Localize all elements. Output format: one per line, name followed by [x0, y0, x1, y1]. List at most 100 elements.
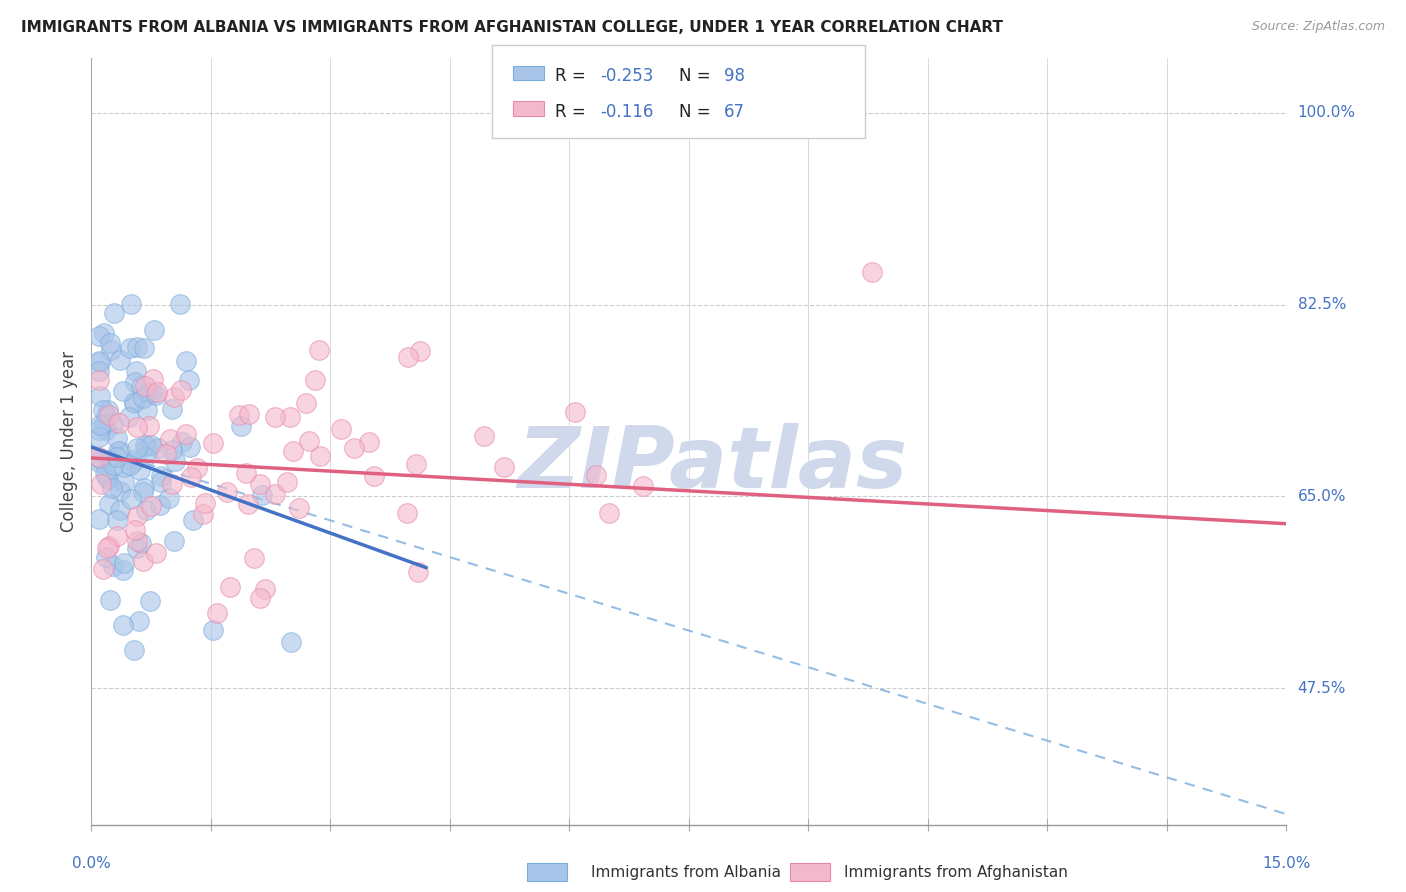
Point — [159, 432, 181, 446]
Point — [97, 472, 120, 486]
Point — [124, 451, 146, 466]
Point — [177, 373, 200, 387]
Point — [243, 551, 266, 566]
Point — [107, 444, 129, 458]
Point — [585, 468, 607, 483]
Point — [174, 427, 197, 442]
Point — [89, 354, 111, 368]
Point — [100, 343, 122, 357]
Point — [141, 437, 163, 451]
Point — [145, 388, 167, 402]
Point — [142, 372, 165, 386]
Point — [118, 341, 141, 355]
Point — [409, 344, 432, 359]
Point — [117, 409, 139, 424]
Point — [91, 562, 114, 576]
Point — [94, 409, 117, 423]
Point — [94, 423, 117, 437]
Text: 47.5%: 47.5% — [1298, 681, 1346, 696]
Point — [160, 477, 183, 491]
Point — [564, 405, 586, 419]
Point — [118, 458, 141, 472]
Text: IMMIGRANTS FROM ALBANIA VS IMMIGRANTS FROM AFGHANISTAN COLLEGE, UNDER 1 YEAR COR: IMMIGRANTS FROM ALBANIA VS IMMIGRANTS FR… — [21, 20, 1002, 35]
Point — [134, 438, 156, 452]
Point — [105, 450, 128, 465]
Point — [180, 469, 202, 483]
Point — [146, 384, 169, 399]
Point — [96, 469, 118, 483]
Point — [162, 443, 184, 458]
Point — [132, 391, 155, 405]
Point — [96, 541, 118, 555]
Point — [304, 373, 326, 387]
Point — [121, 455, 143, 469]
Point — [134, 450, 156, 465]
Text: Immigrants from Afghanistan: Immigrants from Afghanistan — [844, 865, 1067, 880]
Point — [160, 402, 183, 417]
Point — [860, 265, 883, 279]
Text: Source: ZipAtlas.com: Source: ZipAtlas.com — [1251, 20, 1385, 33]
Text: R =: R = — [555, 103, 592, 120]
Point — [135, 503, 157, 517]
Point — [150, 469, 173, 483]
Point — [122, 643, 145, 657]
Point — [94, 466, 117, 480]
Point — [142, 323, 165, 337]
Text: 67: 67 — [724, 103, 745, 120]
Point — [97, 403, 120, 417]
Point — [139, 594, 162, 608]
Point — [122, 395, 145, 409]
Point — [128, 614, 150, 628]
Point — [89, 450, 111, 464]
Point — [98, 539, 121, 553]
Point — [120, 491, 142, 506]
Point — [194, 496, 217, 510]
Point — [179, 440, 201, 454]
Point — [122, 396, 145, 410]
Point — [108, 352, 131, 367]
Point — [120, 297, 142, 311]
Point — [598, 506, 620, 520]
Point — [112, 460, 135, 475]
Point — [202, 623, 225, 637]
Point — [112, 556, 135, 570]
Point — [205, 606, 228, 620]
Point — [89, 451, 111, 466]
Point — [105, 529, 128, 543]
Point — [89, 417, 111, 432]
Text: 100.0%: 100.0% — [1298, 105, 1355, 120]
Point — [110, 483, 132, 498]
Point — [202, 435, 225, 450]
Point — [93, 326, 115, 340]
Text: 82.5%: 82.5% — [1298, 297, 1346, 312]
Point — [294, 396, 316, 410]
Point — [163, 534, 186, 549]
Point — [181, 513, 204, 527]
Point — [103, 305, 125, 319]
Point — [132, 485, 155, 500]
Point — [89, 354, 111, 368]
Point — [124, 523, 146, 537]
Point — [125, 508, 148, 523]
Text: -0.253: -0.253 — [600, 67, 654, 85]
Point — [124, 375, 146, 389]
Point — [110, 443, 132, 458]
Point — [105, 513, 128, 527]
Point — [111, 617, 134, 632]
Point — [281, 443, 304, 458]
Text: Immigrants from Albania: Immigrants from Albania — [591, 865, 780, 880]
Point — [492, 459, 515, 474]
Point — [141, 386, 163, 401]
Point — [149, 498, 172, 512]
Point — [228, 409, 250, 423]
Point — [127, 541, 149, 555]
Point — [89, 512, 111, 526]
Text: 65.0%: 65.0% — [1298, 489, 1346, 504]
Point — [309, 449, 332, 463]
Point — [163, 454, 186, 468]
Point — [98, 453, 121, 467]
Point — [129, 463, 152, 477]
Point — [396, 350, 419, 364]
Text: 0.0%: 0.0% — [72, 855, 111, 871]
Point — [112, 384, 135, 398]
